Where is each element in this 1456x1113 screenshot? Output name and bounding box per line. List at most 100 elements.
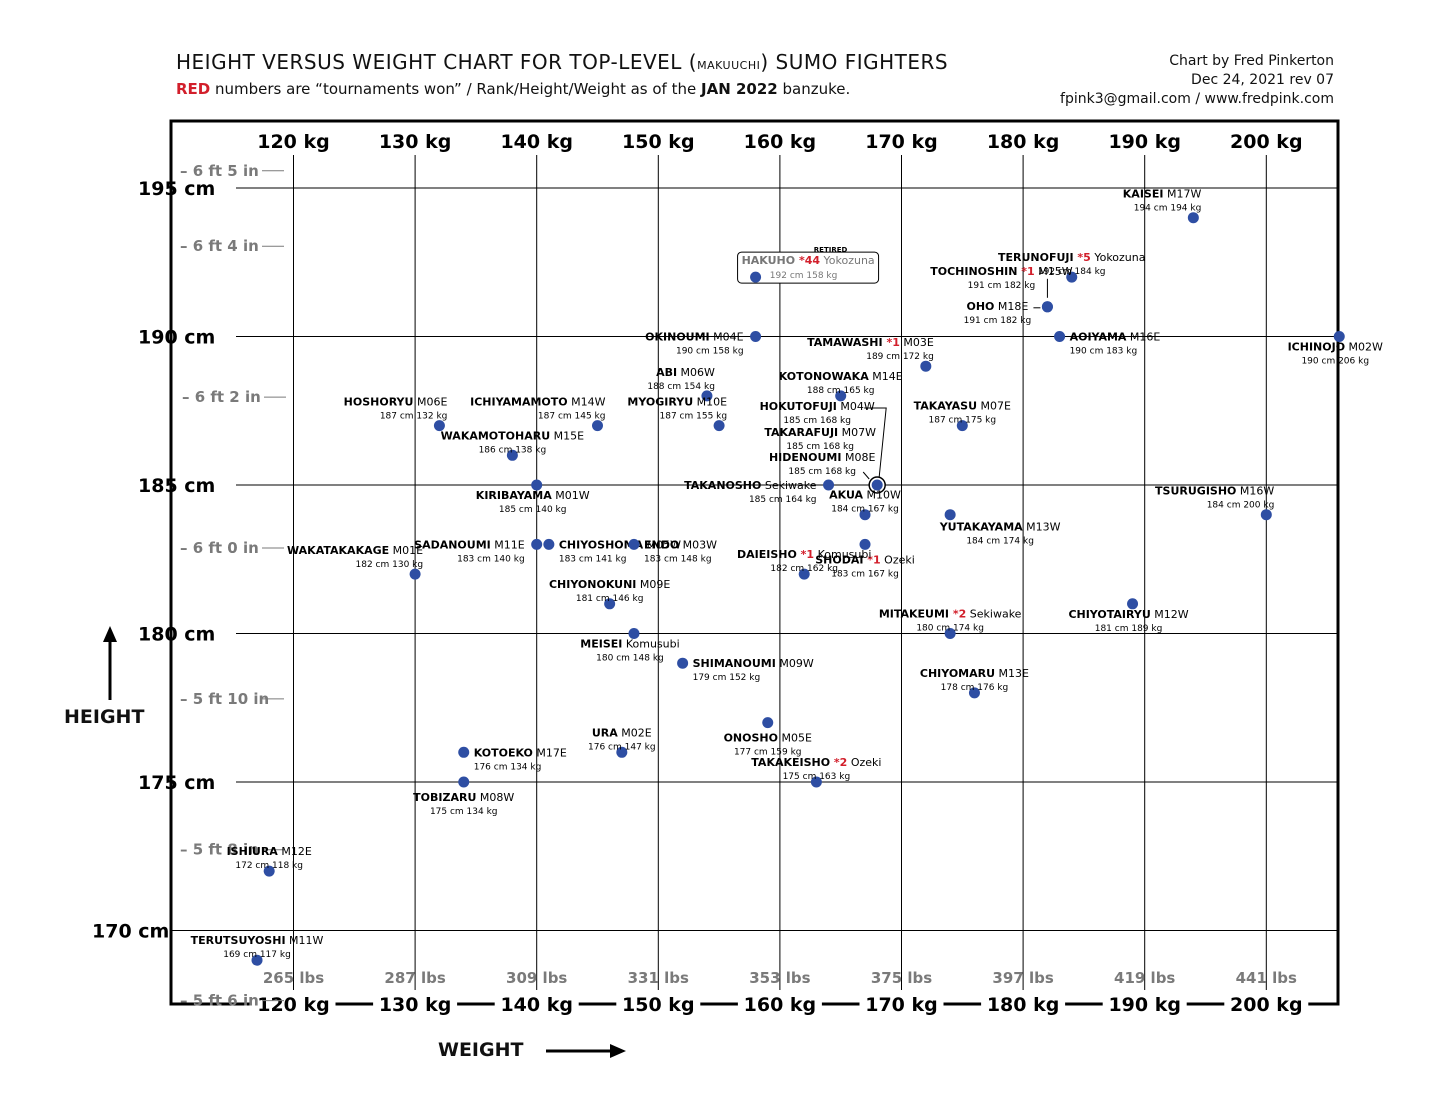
data-point: [823, 479, 835, 491]
point-label: OKINOUMI M04E 190 cm 158 kg: [645, 331, 743, 357]
point-label: ICHINOJO M02W 190 cm 206 kg: [1288, 341, 1383, 367]
tick-label-bg: [373, 990, 458, 1016]
point-label: MYOGIRYU M10E 187 cm 155 kg: [627, 396, 727, 422]
point-hw: 178 cm 176 kg: [941, 683, 1009, 693]
point-name: TAKARAFUJI M07W: [764, 426, 876, 439]
data-point: [944, 509, 956, 521]
tick-label-bg: [494, 990, 579, 1016]
point-hw: 191 cm 182 kg: [968, 281, 1036, 291]
y-axis-title: HEIGHT: [64, 706, 145, 728]
data-point: [871, 479, 883, 491]
point-label: SHODAI *1 Ozeki 183 cm 167 kg: [815, 553, 915, 579]
point-label: TAKAKEISHO *2 Ozeki 175 cm 163 kg: [751, 756, 881, 782]
point-name: WAKAMOTOHARU M15E: [441, 429, 584, 442]
data-point: [458, 746, 470, 758]
point-name: MEISEI Komusubi: [580, 638, 679, 651]
point-name: HOKUTOFUJI M04W: [760, 400, 875, 413]
y-tick-label-in: – 6 ft 4 in: [180, 237, 259, 255]
point-hw: 192 cm 184 kg: [1038, 267, 1106, 277]
retired-box: [737, 251, 880, 284]
point-hw: 187 cm 145 kg: [538, 412, 606, 422]
credit-contact: fpink3@gmail.com / www.fredpink.com: [1060, 91, 1334, 107]
point-name: SHIMANOUMI M09W: [693, 657, 814, 670]
data-point: [859, 509, 871, 521]
point-name: HIDENOUMI M08E: [769, 451, 875, 464]
y-tick-label-cm: 180 cm: [138, 624, 215, 646]
point-name: ENDO M03W: [644, 538, 717, 551]
point-name: AOIYAMA M16E: [1070, 331, 1161, 344]
point-label: TSURUGISHO M16W 184 cm 200 kg: [1155, 485, 1274, 511]
data-point: [543, 538, 555, 550]
point-hw: 185 cm 164 kg: [749, 495, 817, 505]
data-point: [628, 538, 640, 550]
x-tick-label-top: 150 kg: [622, 131, 695, 153]
point-label: CHIYOSHOMA M05W 183 cm 141 kg: [559, 538, 681, 564]
point-label: AKUA M10W 184 cm 167 kg: [829, 489, 901, 515]
point-label: WAKAMOTOHARU M15E 186 cm 138 kg: [441, 429, 584, 455]
point-label: TAKAYASU M07E 187 cm 175 kg: [914, 400, 1011, 426]
point-hw: 188 cm 154 kg: [647, 382, 715, 392]
point-label: KOTONOWAKA M14E 188 cm 165 kg: [779, 370, 903, 396]
point-hw: 183 cm 141 kg: [559, 554, 627, 564]
point-name: CHIYOMARU M13E: [920, 667, 1029, 680]
point-hw: 187 cm 132 kg: [380, 412, 448, 422]
y-tick-label-cm: 175 cm: [138, 772, 215, 794]
y-tick-label-in: – 5 ft 10 in: [180, 690, 269, 708]
point-label: SADANOUMI M11E 183 cm 140 kg: [414, 538, 525, 564]
y-tick-label-cm: 195 cm: [138, 178, 215, 200]
x-tick-label-top: 200 kg: [1230, 131, 1303, 153]
point-label: ABI M06W 188 cm 154 kg: [647, 366, 715, 392]
x-tick-label-bottom: 200 kg: [1230, 994, 1303, 1016]
x-tick-label-bottom: 150 kg: [622, 994, 695, 1016]
data-point: [592, 420, 603, 432]
point-hw: 184 cm 174 kg: [966, 537, 1034, 547]
point-label: SHIMANOUMI M09W 179 cm 152 kg: [693, 657, 814, 683]
y-tick-label-cm: 185 cm: [138, 475, 215, 497]
point-label: HAKUHO *44 Yokozuna 192 cm 158 kg: [742, 254, 875, 281]
point-label: HOKUTOFUJI M04W 185 cm 168 kg: [760, 400, 875, 426]
data-point: [628, 628, 640, 639]
data-point: [750, 271, 762, 283]
x-tick-label-lbs: 397 lbs: [992, 969, 1053, 987]
data-point: [956, 420, 968, 432]
point-label: HIDENOUMI M08E 185 cm 168 kg: [769, 451, 875, 477]
point-name: KOTONOWAKA M14E: [779, 370, 903, 383]
title-small-caps: makuuchi: [697, 59, 761, 72]
x-tick-label-top: 190 kg: [1108, 131, 1181, 153]
point-label: KOTOEKO M17E 176 cm 134 kg: [474, 746, 567, 772]
x-tick-label-lbs: 419 lbs: [1114, 969, 1175, 987]
x-tick-label-bottom: 130 kg: [379, 994, 452, 1016]
x-tick-label-top: 120 kg: [257, 131, 330, 153]
point-name: HOSHORYU M06E: [344, 396, 448, 409]
point-label: ISHIURA M12E 172 cm 118 kg: [227, 845, 312, 871]
point-label: HOSHORYU M06E 187 cm 132 kg: [344, 396, 448, 422]
y-tick-label-in: – 6 ft 2 in: [182, 388, 261, 406]
leader-line: [862, 471, 870, 480]
data-point: [750, 331, 762, 342]
point-hw: 183 cm 148 kg: [644, 554, 712, 564]
point-label: TAMAWASHI *1 M03E 189 cm 172 kg: [807, 336, 934, 362]
data-point: [251, 954, 263, 966]
point-name: MITAKEUMI *2 Sekiwake: [879, 608, 1022, 621]
point-name: WAKATAKAKAGE M01E: [287, 544, 423, 557]
chart-subtitle: RED numbers are “tournaments won” / Rank…: [176, 80, 851, 98]
point-name: KOTOEKO M17E: [474, 746, 567, 759]
tick-label-bg: [737, 990, 822, 1016]
point-hw: 175 cm 163 kg: [783, 772, 851, 782]
credit-date: Dec 24, 2021 rev 07: [1191, 72, 1334, 88]
point-label: TERUTSUYOSHI M11W 169 cm 117 kg: [191, 934, 324, 960]
tick-label-bg: [616, 990, 701, 1016]
point-name: HAKUHO *44 Yokozuna: [742, 254, 875, 267]
point-hw: 180 cm 148 kg: [596, 654, 664, 664]
data-point: [859, 538, 871, 550]
point-hw: 190 cm 206 kg: [1301, 357, 1369, 367]
y-tick-label-in: – 6 ft 5 in: [180, 162, 259, 180]
y-tick-label-cm: 170 cm: [92, 921, 169, 943]
point-label: TOBIZARU M08W 175 cm 134 kg: [413, 791, 514, 817]
point-hw: 169 cm 117 kg: [223, 950, 291, 960]
data-point: [1333, 331, 1345, 342]
data-point: [531, 479, 543, 491]
x-tick-label-bottom: 180 kg: [987, 994, 1060, 1016]
y-tick-label-in: – 5 ft 6 in: [180, 992, 259, 1010]
